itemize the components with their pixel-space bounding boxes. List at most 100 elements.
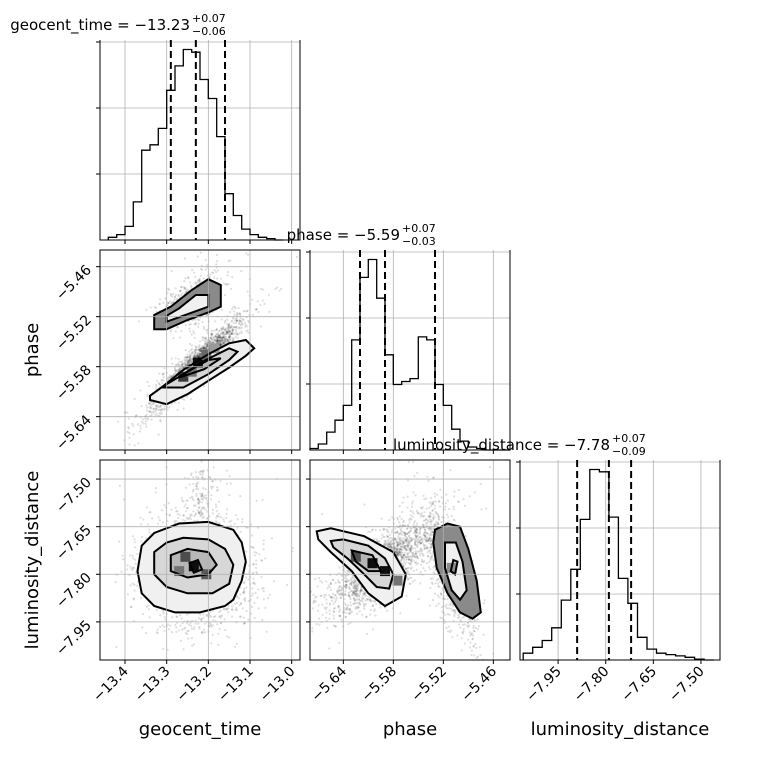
sample-point <box>186 355 189 358</box>
sample-point <box>216 339 220 342</box>
sample-point <box>240 323 243 326</box>
sample-point <box>184 486 188 489</box>
sample-point <box>224 339 227 343</box>
sample-point <box>235 325 238 328</box>
sample-point <box>203 337 206 340</box>
sample-point <box>211 339 214 342</box>
sample-point <box>220 308 223 311</box>
sample-point <box>231 329 234 332</box>
sample-point <box>223 294 226 297</box>
sample-point <box>191 268 194 271</box>
sample-point <box>152 411 155 414</box>
sample-point <box>199 251 202 254</box>
sample-point <box>226 328 230 331</box>
sample-point <box>188 358 191 362</box>
sample-point <box>186 363 189 366</box>
sample-point <box>198 348 201 351</box>
sample-point <box>220 344 223 347</box>
sample-point <box>233 305 236 308</box>
sample-point <box>194 352 197 355</box>
sample-point <box>167 502 170 505</box>
sample-point <box>220 337 223 340</box>
sample-point <box>156 404 159 407</box>
sample-point <box>156 632 159 635</box>
sample-point <box>212 615 216 618</box>
sample-point <box>177 369 180 372</box>
sample-point <box>185 363 188 366</box>
sample-point <box>192 499 195 502</box>
sample-point <box>201 471 204 474</box>
sample-point <box>192 643 195 646</box>
sample-point <box>195 484 198 488</box>
sample-point <box>225 335 228 338</box>
sample-point <box>208 612 211 616</box>
sample-point <box>211 480 214 483</box>
contour-line <box>153 278 222 331</box>
sample-point <box>145 605 148 609</box>
sample-point <box>201 632 204 635</box>
sample-point <box>251 313 254 316</box>
sample-point <box>257 607 260 610</box>
sample-point <box>131 566 134 569</box>
sample-point <box>206 510 209 513</box>
sample-point <box>234 321 238 325</box>
sample-point <box>241 317 244 321</box>
sample-point <box>251 587 254 590</box>
sample-point <box>173 295 176 298</box>
sample-point <box>137 442 140 445</box>
sample-point <box>214 335 217 338</box>
sample-point <box>256 300 259 303</box>
sample-point <box>163 616 166 619</box>
sample-point <box>228 331 231 334</box>
sample-point <box>157 405 160 408</box>
sample-point <box>215 521 218 524</box>
sample-point <box>242 622 245 625</box>
sample-point <box>238 322 241 325</box>
sample-point <box>202 469 205 472</box>
sample-point <box>219 339 222 342</box>
sample-point <box>157 516 160 519</box>
sample-point <box>233 326 236 329</box>
sample-point <box>230 332 233 335</box>
sample-point <box>200 631 203 634</box>
sample-point <box>170 375 173 378</box>
sample-point <box>196 519 199 522</box>
sample-point <box>216 486 219 489</box>
sample-point <box>216 260 219 263</box>
sample-point <box>242 318 245 322</box>
sample-point <box>230 320 233 323</box>
sample-point <box>230 287 233 290</box>
sample-point <box>235 421 237 423</box>
sample-point <box>201 512 204 515</box>
sample-point <box>179 336 182 339</box>
sample-point <box>197 325 200 328</box>
sample-point <box>239 495 242 498</box>
sample-point <box>221 326 224 329</box>
sample-point <box>179 289 182 292</box>
sample-point <box>132 566 135 570</box>
sample-point <box>210 625 213 628</box>
sample-point <box>195 483 198 486</box>
sample-point <box>149 402 152 405</box>
sample-point <box>265 630 268 633</box>
sample-point <box>199 355 202 358</box>
sample-point <box>203 347 206 350</box>
sample-point <box>253 551 256 554</box>
sample-point <box>174 366 177 369</box>
sample-point <box>194 351 197 354</box>
sample-point <box>189 359 192 362</box>
sample-point <box>162 301 165 304</box>
sample-point <box>221 335 224 338</box>
sample-point <box>150 406 153 410</box>
sample-point <box>166 648 169 651</box>
sample-point <box>214 338 217 341</box>
sample-point <box>228 322 231 326</box>
sample-point <box>251 546 254 549</box>
sample-point <box>186 630 189 633</box>
sample-point <box>172 292 175 295</box>
sample-point <box>173 519 176 523</box>
sample-point <box>188 355 192 358</box>
sample-point <box>245 576 248 579</box>
sample-point <box>167 301 170 304</box>
sample-point <box>253 554 256 557</box>
